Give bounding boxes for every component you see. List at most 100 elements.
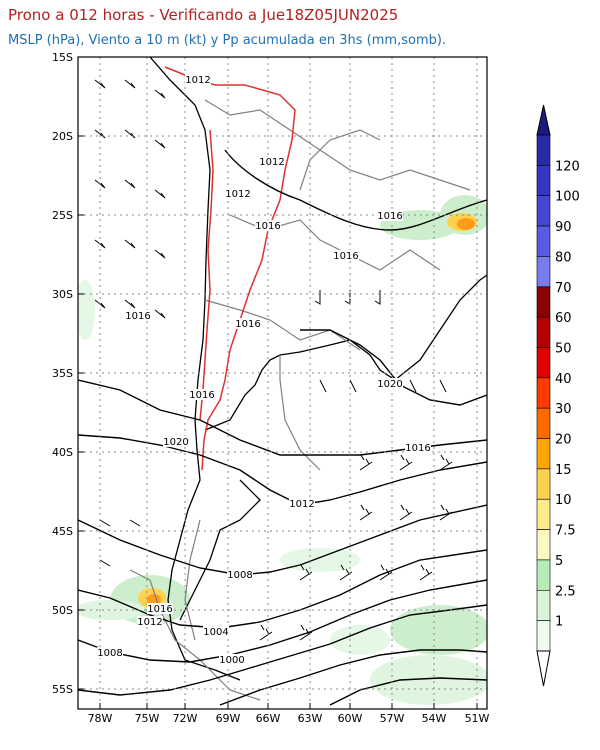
- lat-tick-label: 25S: [52, 209, 73, 222]
- colorbar-label: 30: [555, 402, 572, 417]
- colorbar-label: 1: [555, 615, 563, 630]
- lon-tick-label: 63W: [298, 712, 323, 725]
- lat-tick-label: 15S: [52, 51, 73, 64]
- map-title: Prono a 012 horas - Verificando a Jue18Z…: [8, 6, 399, 24]
- isobar-label-bg: [203, 626, 229, 637]
- lat-tick-label: 30S: [52, 288, 73, 301]
- isobar-labels: 1012 1012 1012 1016 1016 1016 1016 1016 1016 1020…: [97, 74, 431, 666]
- colorbar-segment: [536, 195, 551, 227]
- colorbar-segment: [536, 498, 551, 530]
- isobar-label: 1012: [225, 189, 250, 200]
- colorbar-segment: [536, 529, 551, 561]
- isobar-label-bg: [185, 74, 211, 85]
- isobar-label: 1016: [255, 221, 280, 232]
- colorbar-top-arrow: [536, 104, 551, 136]
- colorbar-label: 40: [555, 372, 572, 387]
- isobar-label: 1008: [97, 648, 122, 659]
- colorbar-segment: [536, 468, 551, 500]
- colorbar-label: 80: [555, 250, 572, 265]
- colorbar-label: 100: [555, 190, 580, 205]
- isobar-label: 1020: [163, 437, 188, 448]
- isobar-label-bg: [225, 188, 251, 199]
- isobar-label: 1000: [219, 655, 244, 666]
- isobar-label-bg: [137, 616, 163, 627]
- colorbar-label: 10: [555, 493, 572, 508]
- precipitation-colorbar: 120 100 90 80 70 60 50 40 30 20 15 10 7.5 5 2.5 1: [536, 104, 580, 687]
- isobar-label: 1016: [125, 311, 150, 322]
- colorbar-label: 15: [555, 463, 572, 478]
- lon-tick-label: 75W: [135, 712, 160, 725]
- colorbar-segment: [536, 407, 551, 439]
- lat-tick-label: 50S: [52, 604, 73, 617]
- isobar-label-bg: [255, 220, 281, 231]
- colorbar-label: 2.5: [555, 584, 576, 599]
- isobar-label: 1016: [147, 604, 172, 615]
- colorbar-bottom-arrow: [536, 650, 551, 687]
- colorbar-segment: [536, 134, 551, 166]
- isobar-label: 1016: [405, 443, 430, 454]
- isobar-label: 1012: [137, 617, 162, 628]
- isobar-label-bg: [227, 569, 253, 580]
- map-subtitle: MSLP (hPa), Viento a 10 m (kt) y Pp acum…: [8, 33, 447, 48]
- colorbar-label: 120: [555, 159, 580, 174]
- isobar-label: 1012: [289, 499, 314, 510]
- lat-tick-label: 40S: [52, 446, 73, 459]
- colorbar-segment: [536, 589, 551, 621]
- isobar-label-bg: [377, 378, 403, 389]
- isobar-label-bg: [235, 318, 261, 329]
- lon-tick-label: 69W: [216, 712, 241, 725]
- colorbar-segment: [536, 620, 551, 652]
- isobar-label-bg: [147, 603, 173, 614]
- isobar-label: 1016: [235, 319, 260, 330]
- colorbar-label: 70: [555, 281, 572, 296]
- isobar-label-bg: [405, 442, 431, 453]
- colorbar-label: 60: [555, 311, 572, 326]
- longitude-axis: 78W 75W 72W 69W 66W 63W 60W 57W 54W 51W: [88, 703, 490, 725]
- isobar-label: 1016: [377, 211, 402, 222]
- isobar-label-bg: [189, 389, 215, 400]
- colorbar-segment: [536, 347, 551, 379]
- lat-tick-label: 35S: [52, 367, 73, 380]
- lon-tick-label: 54W: [422, 712, 447, 725]
- colorbar-label: 50: [555, 341, 572, 356]
- lat-tick-label: 55S: [52, 683, 73, 696]
- colorbar-segment: [536, 165, 551, 197]
- isobar-label-bg: [289, 498, 315, 509]
- lon-tick-label: 57W: [380, 712, 405, 725]
- lon-tick-label: 51W: [465, 712, 490, 725]
- isobar-label-bg: [219, 654, 245, 665]
- isobar-label-bg: [125, 310, 151, 321]
- isobar-label-bg: [377, 210, 403, 221]
- isobar-label: 1012: [185, 75, 210, 86]
- colorbar-segment: [536, 377, 551, 409]
- isobar-label-bg: [97, 647, 123, 658]
- precipitation-shading: [78, 195, 487, 705]
- lat-tick-label: 20S: [52, 130, 73, 143]
- isobar-label: 1004: [203, 627, 228, 638]
- colorbar-segment: [536, 438, 551, 470]
- lat-tick-label: 45S: [52, 525, 73, 538]
- isobar-label: 1008: [227, 570, 252, 581]
- isobar-label: 1020: [377, 379, 402, 390]
- isobar-label: 1016: [333, 251, 358, 262]
- lon-tick-label: 66W: [256, 712, 281, 725]
- colorbar-segment: [536, 256, 551, 288]
- latitude-axis: 15S 20S 25S 30S 35S 40S 45S 50S 55S: [52, 51, 84, 696]
- colorbar-label: 7.5: [555, 524, 576, 539]
- colorbar-label: 20: [555, 433, 572, 448]
- isobar-label-bg: [333, 250, 359, 261]
- lon-tick-label: 78W: [88, 712, 113, 725]
- isobar-label: 1016: [189, 390, 214, 401]
- lat-lon-grid: [78, 57, 487, 709]
- isobar-label-bg: [259, 156, 285, 167]
- colorbar-segment: [536, 316, 551, 348]
- colorbar-segment: [536, 225, 551, 257]
- lon-tick-label: 60W: [338, 712, 363, 725]
- colorbar-segment: [536, 559, 551, 591]
- colorbar-label: 90: [555, 220, 572, 235]
- lon-tick-label: 72W: [173, 712, 198, 725]
- isobar-label: 1012: [259, 157, 284, 168]
- map-frame: [77, 56, 488, 710]
- colorbar-segment: [536, 286, 551, 318]
